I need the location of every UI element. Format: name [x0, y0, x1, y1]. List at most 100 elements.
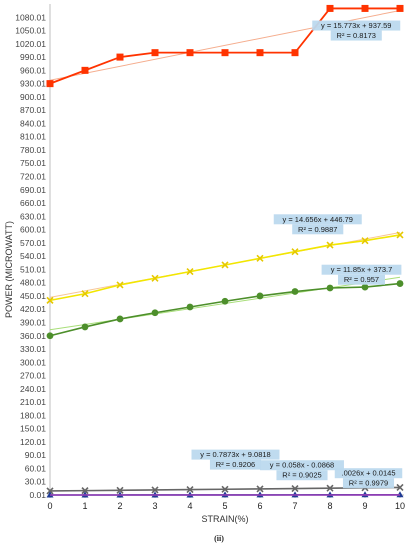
equation-box: [334, 468, 403, 479]
data-point: [326, 484, 334, 492]
r-squared-text: R² = 0.957: [344, 275, 379, 284]
data-point: [361, 237, 369, 245]
data-series: [46, 483, 404, 495]
data-point: [396, 280, 404, 287]
y-tick-label: 210.01: [20, 397, 46, 407]
x-tick-label: 6: [257, 501, 262, 511]
x-tick-label: 9: [362, 501, 367, 511]
data-point: [116, 53, 124, 61]
equation-text: y = 14.656x + 446.79: [283, 215, 353, 224]
y-tick-label: 690.01: [20, 185, 46, 195]
y-tick-label: 630.01: [20, 211, 46, 221]
data-point: [151, 49, 159, 57]
data-point: [46, 80, 54, 88]
data-point: [221, 261, 229, 269]
data-point: [221, 297, 229, 305]
equation-text: y = 11.85x + 373.7: [331, 265, 393, 274]
data-point: [116, 281, 124, 289]
data-series: [46, 231, 404, 304]
data-point: [256, 254, 264, 262]
equation-text: y = 0.058x - 0.0868: [270, 461, 334, 470]
x-tick-label: 8: [327, 501, 332, 511]
y-tick-label: 720.01: [20, 172, 46, 182]
equation-box: [260, 460, 344, 471]
data-point: [81, 323, 89, 331]
data-point: [361, 283, 369, 291]
data-point: [361, 4, 369, 12]
y-tick-label: 300.01: [20, 357, 46, 367]
y-tick-label: 60.01: [25, 463, 47, 473]
y-axis: 0.01 30.01 60.01 90.01 120.01 150.01 180.01 210…: [15, 4, 51, 500]
data-point: [116, 315, 124, 323]
series-line: [49, 282, 401, 337]
y-tick-label: 570.01: [20, 238, 46, 248]
y-tick-label: 390.01: [20, 317, 46, 327]
equation-box: [273, 214, 362, 225]
series-line: [49, 7, 400, 85]
r-squared-box: [276, 470, 328, 481]
y-tick-label: 930.01: [20, 79, 46, 89]
y-tick-label: 780.01: [20, 145, 46, 155]
y-tick-label: 270.01: [20, 371, 46, 381]
data-point: [221, 485, 229, 493]
data-point: [81, 66, 89, 74]
y-tick-label: 360.01: [20, 331, 46, 341]
r-squared-box: [209, 459, 262, 470]
x-axis-title: STRAIN(%): [202, 514, 249, 524]
data-point: [186, 49, 194, 57]
data-point: [256, 292, 264, 300]
y-tick-label: 0.01: [29, 490, 46, 500]
x-tick-label: 1: [82, 501, 87, 511]
data-point: [256, 485, 264, 493]
y-tick-label: 900.01: [20, 92, 46, 102]
x-tick-label: 7: [292, 501, 297, 511]
equation-box: [321, 264, 402, 275]
equation-box: [191, 449, 280, 460]
data-point: [151, 309, 159, 317]
data-point: [81, 487, 89, 495]
data-point: [151, 274, 159, 282]
data-point: [256, 49, 264, 57]
figure-caption: (ii): [214, 534, 224, 543]
x-tick-label: 2: [117, 501, 122, 511]
y-tick-label: 180.01: [20, 410, 46, 420]
data-point: [46, 296, 54, 304]
y-tick-label: 510.01: [20, 264, 46, 274]
y-tick-label: 870.01: [20, 105, 46, 115]
data-point: [221, 49, 229, 57]
y-tick-label: 810.01: [20, 132, 46, 142]
data-point: [46, 487, 54, 495]
r-squared-text: R² = 0.9979: [349, 479, 388, 488]
y-tick-label: 240.01: [20, 384, 46, 394]
x-tick-label: 0: [47, 501, 52, 511]
series-group: [46, 4, 404, 498]
data-point: [186, 268, 194, 276]
data-point: [326, 284, 334, 292]
x-tick-label: 3: [152, 501, 157, 511]
y-tick-label: 120.01: [20, 437, 46, 447]
r-squared-box: [330, 30, 382, 41]
y-tick-label: 1050.01: [15, 26, 46, 36]
y-tick-label: 540.01: [20, 251, 46, 261]
data-point: [291, 49, 299, 57]
equation-text: .0026x + 0.0145: [341, 469, 395, 478]
y-tick-label: 840.01: [20, 118, 46, 128]
data-point: [151, 486, 159, 494]
r-squared-box: [292, 224, 344, 235]
data-point: [81, 290, 89, 298]
x-tick-label: 4: [187, 501, 192, 511]
data-point: [396, 231, 404, 239]
data-point: [46, 332, 54, 340]
equation-box: [312, 20, 401, 31]
y-tick-label: 450.01: [20, 291, 46, 301]
y-tick-label: 90.01: [25, 450, 47, 460]
data-point: [186, 486, 194, 494]
y-tick-label: 150.01: [20, 424, 46, 434]
